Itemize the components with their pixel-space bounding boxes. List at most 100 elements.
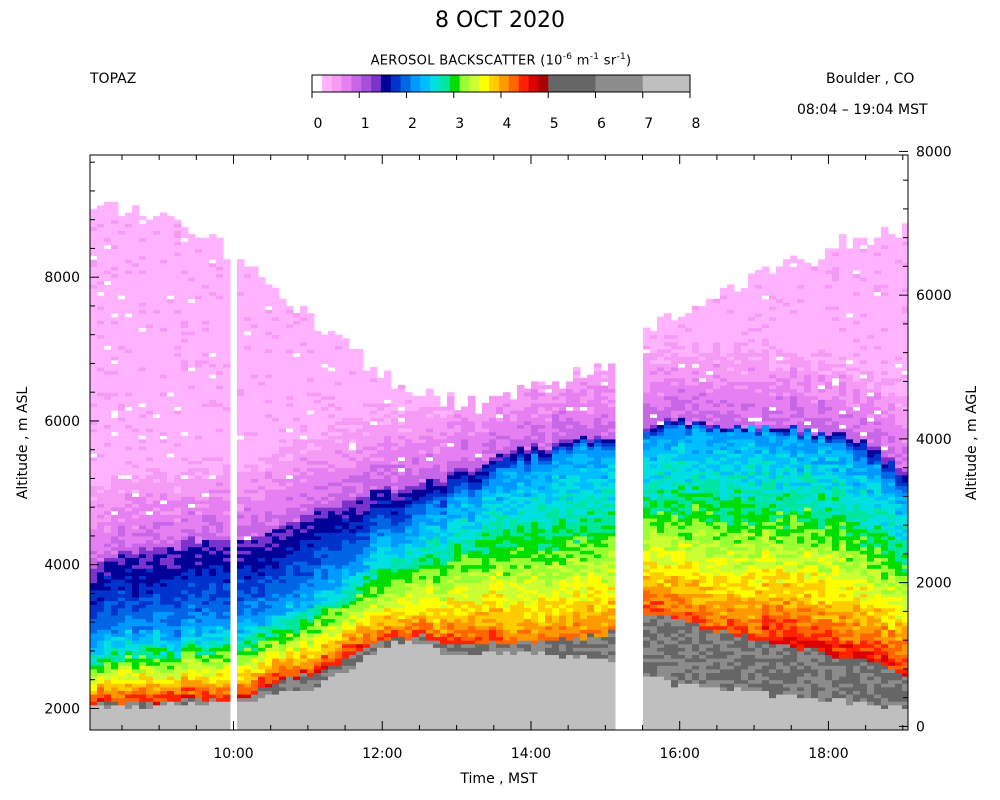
heatmap-cell [251,438,259,443]
heatmap-cell [132,280,140,285]
heatmap-cell [244,575,252,580]
heatmap-cell [104,510,112,515]
heatmap-cell [286,381,294,386]
heatmap-cell [237,313,245,318]
heatmap-cell [286,438,294,443]
heatmap-cell [293,410,301,415]
heatmap-cell [111,704,119,709]
heatmap-cell [174,345,182,350]
heatmap-cell [167,417,175,422]
heatmap-cell [97,370,105,375]
heatmap-cell [202,625,210,630]
heatmap-cell [125,349,133,354]
heatmap-cell [356,632,364,638]
heatmap-cell [181,568,189,573]
heatmap-cell [167,579,175,584]
heatmap-cell [356,589,364,594]
heatmap-cell [300,349,308,354]
heatmap-cell [223,377,231,382]
heatmap-cell [139,334,147,339]
heatmap-cell [244,377,252,382]
heatmap-cell [202,712,210,717]
heatmap-cell [125,420,133,426]
heatmap-cell [286,683,294,688]
heatmap-cell [167,694,175,699]
heatmap-cell [223,712,231,717]
heatmap-cell [153,658,161,663]
heatmap-cell [265,715,273,720]
heatmap-cell [216,413,224,418]
heatmap-cell [272,492,280,497]
heatmap-cell [195,428,203,433]
heatmap-cell [195,722,203,727]
heatmap-cell [188,435,196,440]
heatmap-cell [216,471,224,476]
heatmap-cell [237,521,245,526]
heatmap-cell [314,478,322,483]
heatmap-cell [160,647,168,652]
heatmap-cell [216,345,224,350]
heatmap-cell [125,607,133,612]
heatmap-cell [146,399,154,404]
heatmap-cell [195,478,203,483]
heatmap-cell [125,345,133,350]
heatmap-cell [118,532,126,537]
heatmap-cell [216,532,224,537]
heatmap-cell [209,517,217,523]
heatmap-cell [251,582,259,587]
heatmap-cell [174,478,182,483]
heatmap-cell [300,503,308,508]
heatmap-cell [160,234,168,239]
heatmap-cell [244,636,252,641]
heatmap-cell [335,460,343,465]
heatmap-cell [202,543,210,548]
heatmap-cell [160,697,168,702]
heatmap-cell [132,568,140,573]
heatmap-cell [160,331,168,336]
heatmap-cell [125,643,133,648]
heatmap-cell [132,611,140,616]
heatmap-cell [244,395,252,400]
heatmap-cell [237,611,245,616]
heatmap-cell [300,395,308,400]
heatmap-cell [90,561,98,566]
heatmap-cell [132,489,140,494]
heatmap-cell [160,438,168,443]
heatmap-cell [167,252,175,257]
heatmap-cell [97,295,105,300]
heatmap-cell [265,309,273,314]
heatmap-cell [216,647,224,652]
heatmap-cell [146,428,154,433]
heatmap-cell [118,607,126,612]
heatmap-cell [293,313,301,318]
heatmap-cell [279,388,287,393]
heatmap-cell [342,482,350,487]
heatmap-cell [237,381,245,386]
heatmap-cell [209,464,217,469]
heatmap-cell [216,395,224,400]
heatmap-cell [300,449,308,454]
heatmap-cell [342,615,350,620]
heatmap-cell [342,611,350,616]
heatmap-cell [146,726,154,730]
heatmap-cell [321,517,329,523]
heatmap-cell [328,370,336,375]
heatmap-cell [174,363,182,368]
heatmap-cell [195,385,203,390]
heatmap-cell [272,402,280,408]
heatmap-cell [167,280,175,285]
heatmap-cell [342,726,350,730]
heatmap-cell [132,320,140,325]
heatmap-cell [349,428,357,433]
heatmap-cell [181,719,189,724]
heatmap-cell [279,464,287,469]
heatmap-cell [132,413,140,418]
heatmap-cell [139,248,147,253]
heatmap-cell [209,291,217,296]
heatmap-cell [244,467,252,472]
heatmap-cell [272,640,280,645]
heatmap-cell [139,607,147,612]
heatmap-cell [286,528,294,533]
heatmap-cell [181,517,189,523]
colorbar-swatch [459,75,470,92]
